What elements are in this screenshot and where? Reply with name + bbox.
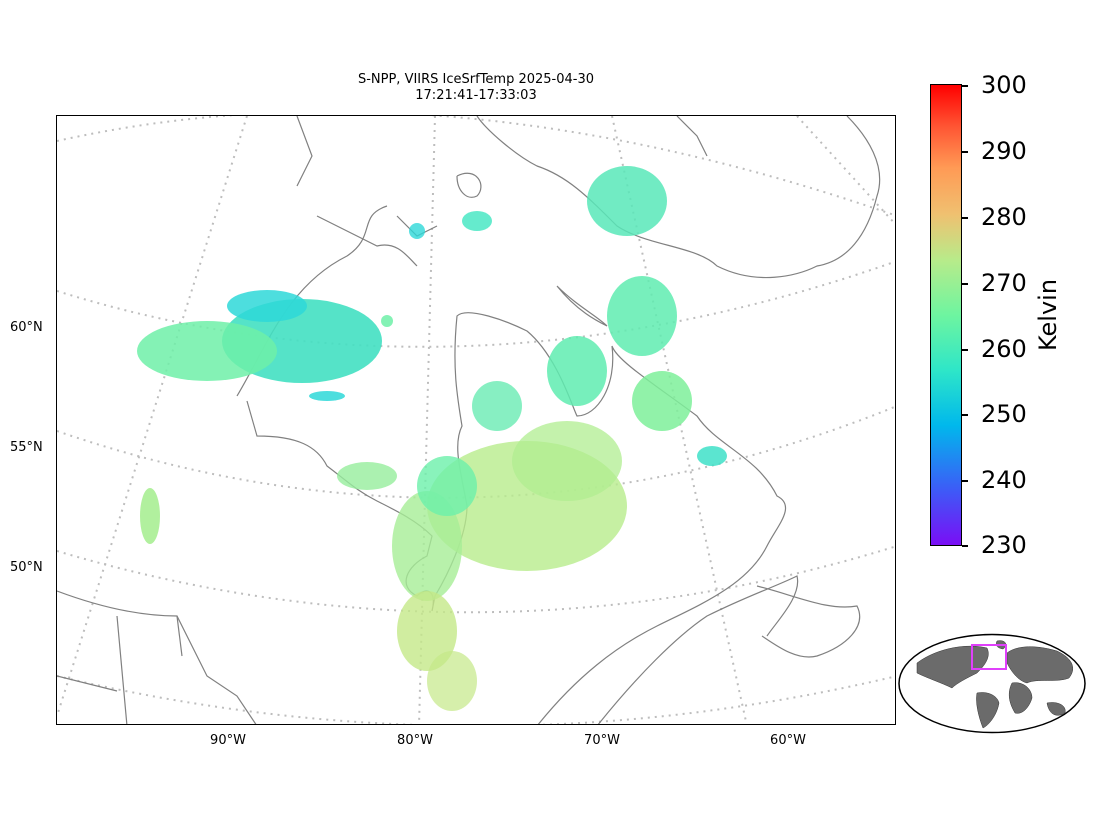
colorbar-title: Kelvin: [1034, 278, 1062, 352]
temperature-swaths: [137, 166, 727, 711]
lon-label-80w: 80°W: [397, 733, 433, 748]
colorbar-label-240: 240: [981, 466, 1027, 494]
colorbar-label-280: 280: [981, 203, 1027, 231]
lon-label-60w: 60°W: [770, 733, 806, 748]
colorbar-label-230: 230: [981, 531, 1027, 559]
title-line-2: 17:21:41-17:33:03: [415, 88, 537, 103]
colorbar-tick: [962, 480, 968, 482]
lat-label-50: 50°N: [10, 560, 43, 575]
colorbar-label-250: 250: [981, 400, 1027, 428]
lat-label-55: 55°N: [10, 440, 43, 455]
lat-label-60: 60°N: [10, 320, 43, 335]
map-canvas: [57, 116, 895, 724]
colorbar-label-270: 270: [981, 269, 1027, 297]
coastlines: [57, 116, 881, 724]
colorbar-label-300: 300: [981, 71, 1027, 99]
lon-label-90w: 90°W: [210, 733, 246, 748]
colorbar-tick: [962, 349, 968, 351]
colorbar-tick: [962, 151, 968, 153]
map-panel[interactable]: [56, 115, 896, 725]
inset-highlight-box: [971, 644, 1007, 670]
colorbar-label-260: 260: [981, 335, 1027, 363]
title-line-1: S-NPP, VIIRS IceSrfTemp 2025-04-30: [357, 72, 595, 87]
world-locator-icon: [898, 633, 1086, 734]
world-locator-inset: [897, 633, 1087, 734]
colorbar-tick: [962, 217, 968, 219]
colorbar-tick: [962, 85, 968, 87]
graticule: [57, 116, 895, 724]
colorbar-tick: [962, 414, 968, 416]
colorbar-tick: [962, 545, 968, 547]
colorbar-tick: [962, 283, 968, 285]
lon-label-70w: 70°W: [584, 733, 620, 748]
colorbar: [930, 84, 962, 546]
map-title: S-NPP, VIIRS IceSrfTemp 2025-04-30 17:21…: [56, 72, 896, 104]
colorbar-label-290: 290: [981, 137, 1027, 165]
